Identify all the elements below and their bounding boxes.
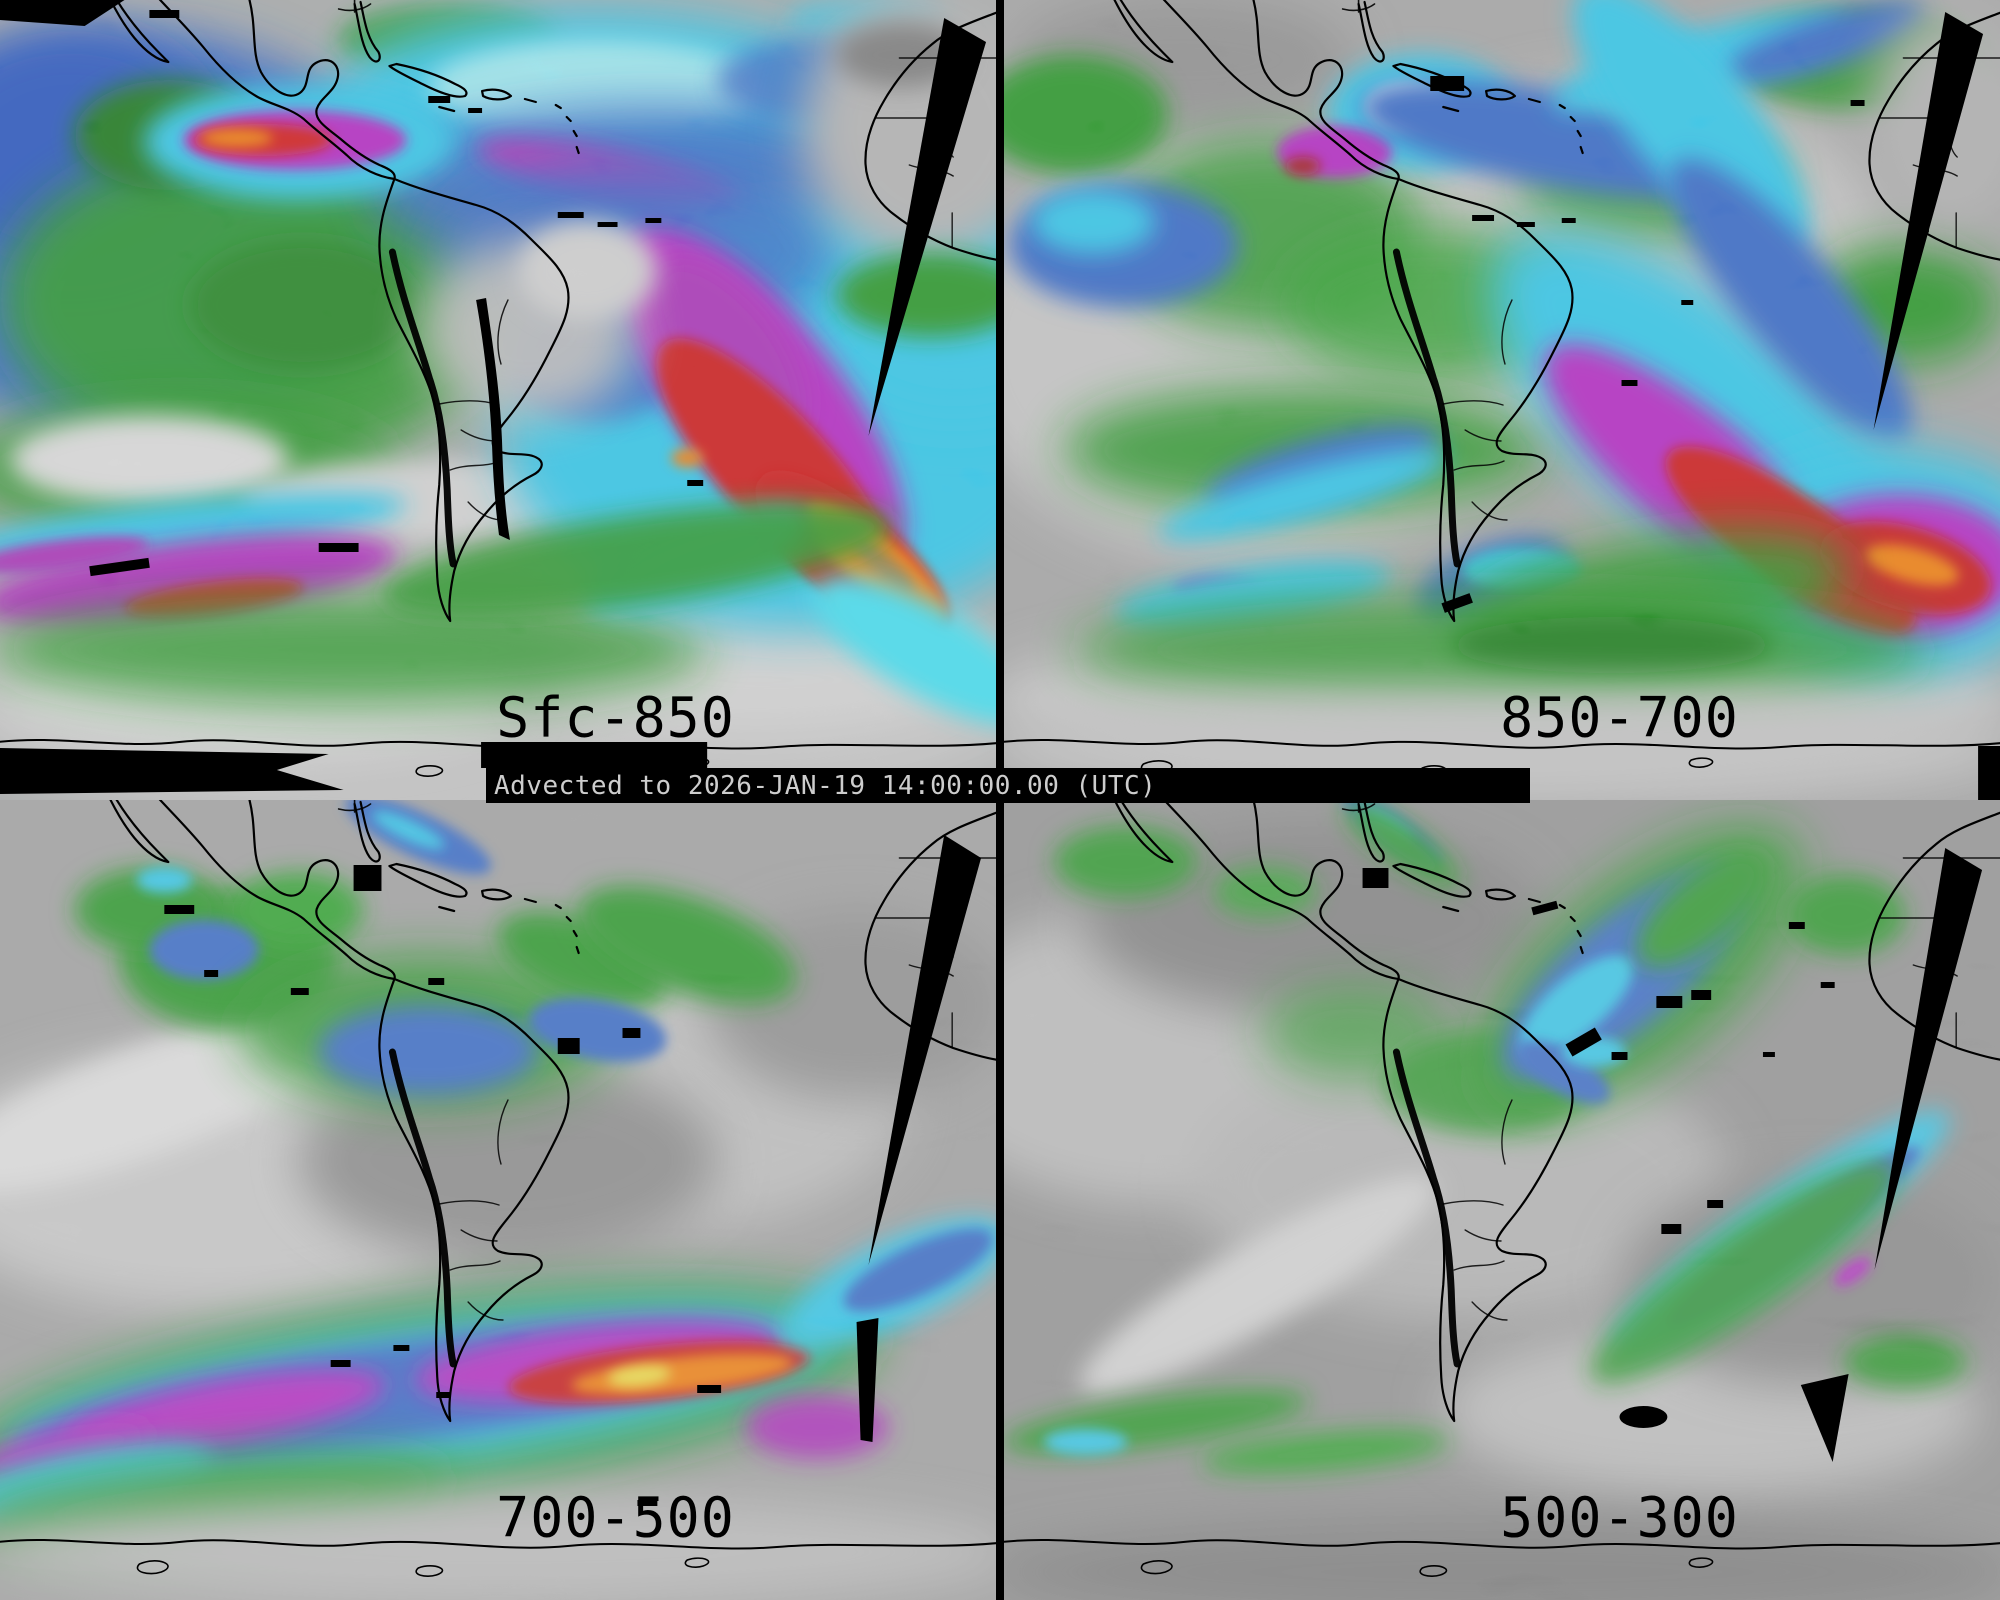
moisture-field-850-700	[1004, 0, 2000, 800]
timestamp-banner: Advected to 2026-JAN-19 14:00:00.00 (UTC…	[486, 768, 1530, 803]
cloud-grain-texture	[1004, 800, 2000, 1600]
timestamp-text: Advected to 2026-JAN-19 14:00:00.00 (UTC…	[494, 770, 1157, 801]
panel-sfc-850: Sfc-850	[0, 0, 996, 800]
data-gap-and-terrain-marks	[1362, 848, 1983, 1462]
panel-850-700: 850-700	[1004, 0, 2000, 800]
data-gap-and-terrain-marks	[1430, 12, 2000, 800]
moisture-field-700-500	[0, 800, 996, 1600]
panel-700-500: 700-500	[0, 800, 996, 1600]
cloud-grain-texture	[1004, 0, 2000, 800]
moisture-field-500-300	[1004, 800, 2000, 1600]
panel-label-700-500: 700-500	[496, 1485, 735, 1550]
panel-label-500-300: 500-300	[1500, 1485, 1739, 1550]
panel-500-300: 500-300	[1004, 800, 2000, 1600]
panel-label-850-700: 850-700	[1500, 685, 1739, 750]
moisture-field-sfc-850	[0, 0, 996, 800]
cloud-grain-texture	[0, 800, 996, 1600]
data-gap-and-terrain-marks	[164, 835, 982, 1506]
data-gap-and-terrain-marks	[0, 0, 987, 794]
panel-label-sfc-850: Sfc-850	[496, 685, 735, 750]
